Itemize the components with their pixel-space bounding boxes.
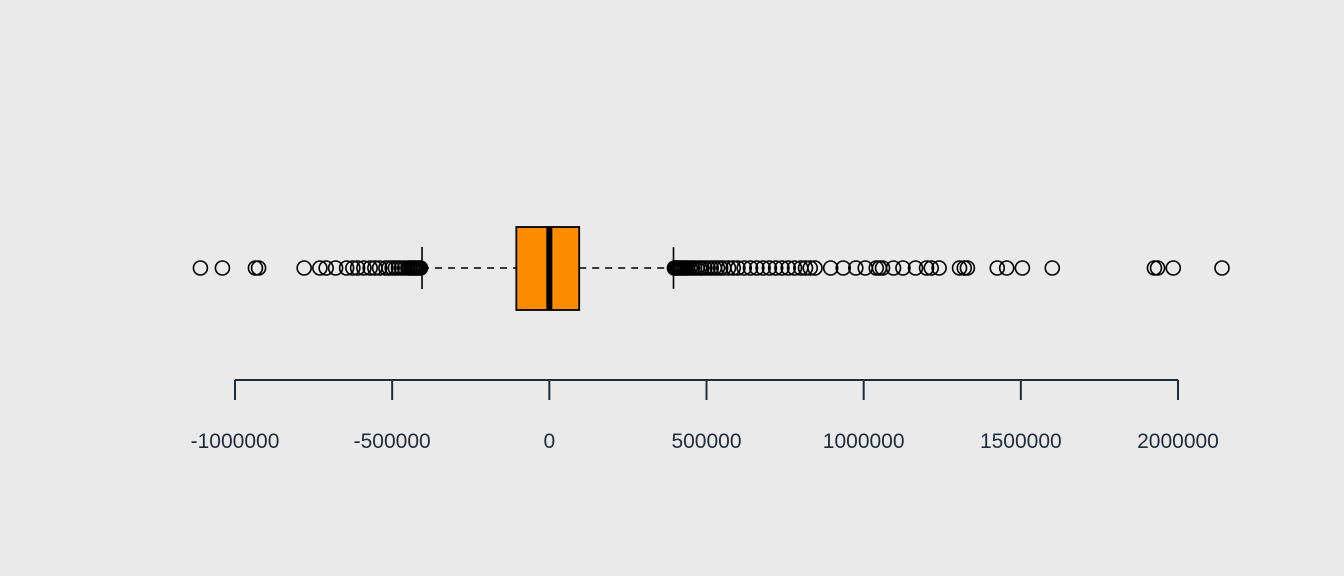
outlier-point (923, 260, 940, 276)
outlier-point (250, 260, 267, 276)
outlier-point (835, 260, 852, 276)
outlier-point (338, 260, 355, 276)
x-tick-label: -1000000 (191, 430, 280, 453)
outlier-point (725, 260, 742, 276)
outlier-point (327, 260, 344, 276)
outlier-point (780, 260, 797, 276)
outlier-point (371, 260, 388, 276)
outlier-point (192, 260, 209, 276)
outlier-point (931, 260, 947, 276)
outlier-point (951, 260, 968, 276)
outlier-point (742, 260, 759, 276)
outlier-point (848, 260, 864, 276)
outlier-point (720, 260, 737, 276)
outlier-point (802, 260, 819, 276)
box-group (421, 226, 675, 311)
outlier-point (1149, 260, 1166, 276)
outlier-point (312, 260, 328, 276)
x-axis: -1000000 -500000 0 500000 1000000 1500000 2000… (191, 379, 1219, 453)
outlier-point (885, 260, 902, 276)
outlier-point (998, 260, 1015, 276)
outlier-point (349, 260, 366, 276)
outlier-point (755, 260, 771, 276)
outlier-point (797, 260, 814, 276)
outlier-point (748, 260, 765, 276)
outlier-point (989, 260, 1006, 276)
outlier-point (736, 260, 753, 276)
outlier-point (1214, 260, 1230, 276)
outlier-point (318, 260, 334, 276)
outlier-point (1165, 260, 1182, 276)
outlier-point (959, 260, 976, 276)
outlier-point (786, 260, 803, 276)
outlier-point (345, 260, 361, 276)
outlier-point (807, 260, 823, 276)
outlier-point (214, 260, 231, 276)
outlier-point (1044, 260, 1061, 276)
outlier-point (362, 260, 378, 276)
outlier-point (1014, 260, 1031, 276)
outlier-point (767, 260, 784, 276)
outlier-point (822, 260, 839, 276)
x-tick-label: -500000 (354, 430, 431, 453)
x-tick-label: 2000000 (1137, 430, 1219, 453)
outlier-point (356, 260, 372, 276)
x-tick-label: 0 (543, 430, 555, 453)
outlier-points (192, 260, 1230, 276)
outlier-point (907, 260, 924, 276)
outlier-point (730, 260, 746, 276)
x-tick-label: 500000 (671, 430, 741, 453)
outlier-point (895, 260, 911, 276)
outlier-point (774, 260, 790, 276)
outlier-point (918, 260, 935, 276)
x-tick-label: 1000000 (823, 430, 905, 453)
outlier-point (874, 260, 891, 276)
x-tick-label: 1500000 (980, 430, 1062, 453)
outlier-point (296, 260, 312, 276)
outlier-point (761, 260, 778, 276)
